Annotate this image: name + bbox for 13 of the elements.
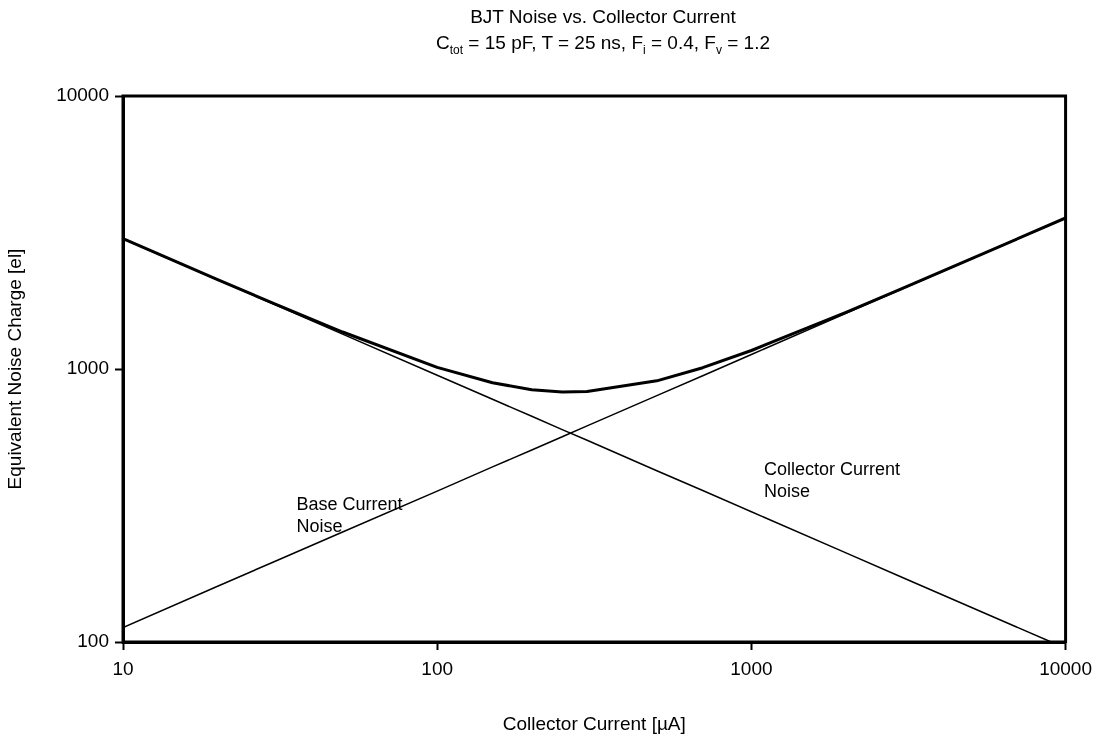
x-tick-label: 10 (112, 657, 134, 679)
x-axis-title: Collector Current [µA] (502, 712, 686, 734)
y-tick-label: 1000 (66, 357, 109, 379)
x-tick-label: 1000 (730, 657, 773, 679)
chart-subtitle: C$_{tot}$ = 15 pF, T = 25 ns, F$_{i}$ = 0.4, F$_{v}$ = 1.2 (435, 32, 771, 57)
x-tick-label: 10000 (1039, 657, 1092, 679)
y-tick-label: 10000 (56, 84, 109, 106)
x-tick-label: 100 (421, 657, 454, 679)
series-label: Base Current Noise (296, 493, 403, 536)
y-tick-label: 100 (77, 630, 109, 652)
chart-title: BJT Noise vs. Collector Current (469, 6, 737, 28)
y-axis-title: Equivalent Noise Charge [el] (3, 248, 25, 490)
series-label: Collector Current Noise (763, 459, 900, 502)
